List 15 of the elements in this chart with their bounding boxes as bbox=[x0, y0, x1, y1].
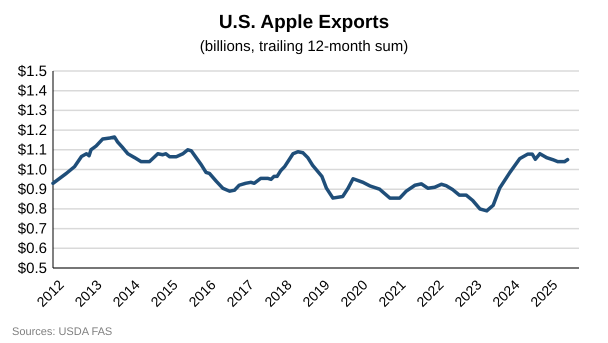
y-tick-label: $1.4 bbox=[18, 82, 47, 100]
line-series bbox=[51, 135, 570, 213]
source-note: Sources: USDA FAS bbox=[12, 326, 112, 338]
y-tick-label: $0.7 bbox=[18, 220, 47, 238]
y-tick-label: $1.5 bbox=[18, 62, 47, 80]
y-tick-label: $1.2 bbox=[18, 122, 47, 139]
y-tick-label: $0.8 bbox=[18, 200, 47, 218]
y-tick-label: $1.1 bbox=[18, 142, 47, 159]
y-tick-label: $0.5 bbox=[18, 260, 47, 277]
y-tick-label: $0.6 bbox=[18, 240, 47, 258]
y-tick-label: $1.3 bbox=[18, 102, 47, 120]
y-tick-label: $0.9 bbox=[18, 181, 47, 198]
y-tick-label: $1.0 bbox=[18, 161, 47, 178]
chart-title: U.S. Apple Exports bbox=[218, 12, 390, 33]
chart-subtitle: (billions, trailing 12-month sum) bbox=[200, 38, 408, 55]
